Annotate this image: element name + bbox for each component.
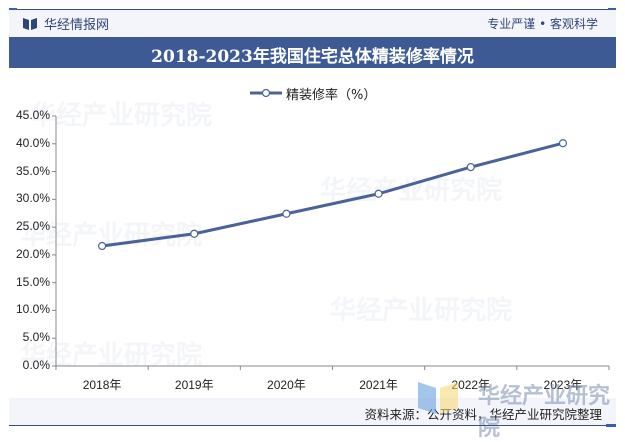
x-tick-label: 2022年 xyxy=(451,378,491,392)
series-line xyxy=(101,141,564,248)
book-logo-icon xyxy=(23,18,37,30)
y-tick-label: 0.0% xyxy=(22,358,50,372)
data-point-marker xyxy=(97,241,107,251)
x-tick-label: 2020年 xyxy=(267,378,306,392)
data-point-marker xyxy=(558,139,568,148)
y-tick-label: 30.0% xyxy=(15,191,50,206)
x-tick-label: 2018年 xyxy=(82,378,122,392)
data-point-marker xyxy=(374,189,383,198)
bottom-border-cap xyxy=(606,424,616,427)
watermark-logo-icon xyxy=(418,382,458,414)
data-point-marker xyxy=(190,229,199,238)
y-tick-label: 10.0% xyxy=(15,302,50,317)
data-point-marker xyxy=(466,163,475,172)
chart-legend: 精装修率（%） xyxy=(250,84,377,103)
y-tick-label: 20.0% xyxy=(15,246,50,261)
y-tick-label: 40.0% xyxy=(15,135,50,150)
source-note: 资料来源：公开资料，华经产业研究院整理 xyxy=(364,407,602,422)
chart-title: 2018-2023年我国住宅总体精装修率情况 xyxy=(151,47,474,67)
y-tick-label: 15.0% xyxy=(15,274,50,289)
slogan: 专业严谨 • 客观科学 xyxy=(487,17,598,31)
top-border-line xyxy=(9,9,616,10)
y-tick-label: 5.0% xyxy=(22,330,50,345)
y-tick-label: 35.0% xyxy=(15,163,50,178)
y-tick-label: 25.0% xyxy=(15,219,50,234)
y-tick-label: 45.0% xyxy=(15,108,50,122)
footer-bar: 资料来源：公开资料，华经产业研究院整理 xyxy=(9,398,616,425)
legend-line-marker-icon xyxy=(250,88,282,98)
x-tick-label: 2019年 xyxy=(174,378,214,392)
data-point-marker xyxy=(282,209,291,218)
title-bar: 2018-2023年我国住宅总体精装修率情况 xyxy=(9,37,616,68)
top-border-cap-left xyxy=(9,8,17,11)
header-bar: 华经情报网 专业严谨 • 客观科学 xyxy=(9,10,616,37)
watermark-logo-text: 华经产业研究院 xyxy=(478,384,611,441)
legend-label: 精装修率（%） xyxy=(286,87,377,103)
bottom-border-line xyxy=(9,425,616,426)
x-tick-label: 2023年 xyxy=(543,378,583,392)
top-border-cap-right xyxy=(608,8,616,11)
brand-name: 华经情报网 xyxy=(44,18,110,33)
x-tick-label: 2021年 xyxy=(359,378,398,392)
